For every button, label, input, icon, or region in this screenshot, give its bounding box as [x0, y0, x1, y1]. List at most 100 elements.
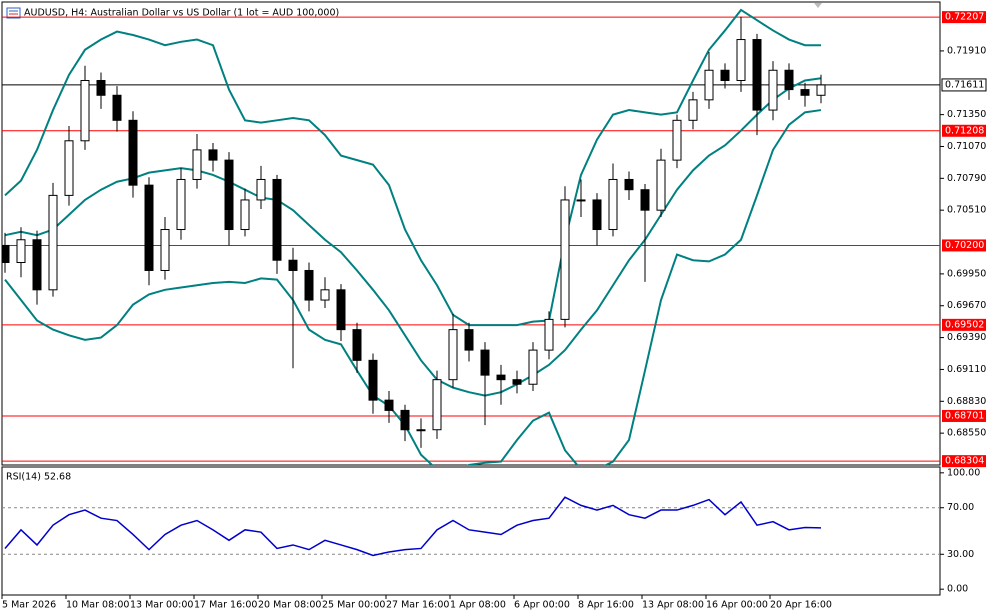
x-tick-label: 20 Mar 08:00 — [258, 600, 321, 611]
y-tick-label: 0.69390 — [947, 332, 986, 343]
candle-body — [432, 379, 442, 431]
candle-body — [640, 189, 650, 211]
candle-body — [800, 89, 810, 96]
level-label: 0.68304 — [945, 456, 984, 467]
candle-body — [656, 159, 666, 211]
candle-body — [368, 359, 378, 401]
x-tick-label: 13 Mar 00:00 — [130, 600, 193, 611]
y-tick-label: 0.69110 — [947, 364, 986, 375]
x-tick-label: 13 Apr 08:00 — [642, 600, 704, 611]
candle-body — [384, 399, 394, 411]
y-tick-label: 0.68550 — [947, 428, 986, 439]
level-label-box — [942, 455, 986, 468]
rsi-line — [4, 496, 822, 557]
y-tick-label: 100.00 — [947, 467, 980, 478]
x-tick-label: 17 Mar 16:00 — [194, 600, 257, 611]
level-label-box — [942, 11, 986, 24]
candle-body — [480, 349, 490, 376]
candle-body — [304, 269, 314, 301]
candle-body — [816, 84, 826, 96]
level-label: 0.71208 — [945, 125, 984, 136]
y-tick-label: 0.68830 — [947, 396, 986, 407]
y-tick-label: 0.69950 — [947, 268, 986, 279]
candle-body — [688, 99, 698, 121]
x-tick-label: 1 Apr 08:00 — [450, 600, 506, 611]
candle-body — [720, 69, 730, 81]
candle-body — [592, 199, 602, 231]
candle-body — [496, 374, 506, 381]
candle-body — [624, 178, 634, 191]
y-tick-label: 0.70510 — [947, 205, 986, 216]
y-tick-label: 0.00 — [947, 584, 968, 595]
bollinger-middle — [4, 77, 822, 397]
level-label-box — [942, 124, 986, 137]
x-tick-label: 6 Apr 00:00 — [514, 600, 570, 611]
candle-body — [16, 239, 26, 264]
level-label-box — [942, 239, 986, 252]
x-tick-label: 25 Mar 00:00 — [322, 600, 385, 611]
chart-title: AUDUSD, H4: Australian Dollar vs US Doll… — [24, 8, 339, 19]
candle-body — [736, 39, 746, 81]
level-label: 0.69502 — [945, 319, 984, 330]
candle-body — [272, 178, 282, 261]
y-tick-label: 30.00 — [947, 549, 974, 560]
candle-body — [416, 429, 426, 432]
rsi-panel — [1, 466, 941, 596]
rsi-plot — [2, 496, 940, 557]
level-label: 0.68701 — [945, 410, 984, 421]
candle-body — [176, 178, 186, 231]
candle-body — [256, 178, 266, 201]
candle-body — [560, 199, 570, 320]
candle-body — [32, 239, 42, 291]
candle-body — [80, 79, 90, 142]
candle-body — [192, 149, 202, 180]
rsi-title: RSI(14) 52.68 — [6, 472, 71, 483]
candle-body — [2, 244, 10, 264]
candle-body — [512, 379, 522, 385]
x-tick-label: 20 Apr 16:00 — [770, 600, 832, 611]
candle-body — [160, 229, 170, 271]
candle-body — [448, 329, 458, 381]
candle-body — [768, 69, 778, 111]
candle-body — [48, 194, 58, 291]
y-tick-label: 0.69670 — [947, 300, 986, 311]
x-tick-label: 8 Apr 16:00 — [578, 600, 634, 611]
y-tick-label: 0.71070 — [947, 141, 986, 152]
level-label: 0.70200 — [945, 240, 984, 251]
candle-body — [208, 149, 218, 161]
candle-body — [672, 119, 682, 161]
x-tick-label: 5 Mar 2026 — [2, 600, 56, 611]
candle-body — [288, 259, 298, 271]
symbol-icon — [6, 7, 21, 19]
scroll-marker — [814, 3, 822, 8]
candle-body — [64, 140, 74, 196]
y-tick-label: 0.71910 — [947, 45, 986, 56]
main-panel — [1, 1, 941, 466]
y-tick-label: 0.71350 — [947, 109, 986, 120]
bollinger-lower — [4, 109, 822, 465]
candle-body — [336, 289, 346, 331]
candle-body — [224, 159, 234, 231]
candle-body — [352, 329, 362, 361]
candle-body — [784, 69, 794, 91]
axes: 0.71910 0.71350 0.71070 0.70790 0.70510 0.699… — [1, 11, 987, 611]
candle-body — [576, 199, 586, 202]
candle-body — [96, 79, 106, 96]
y-tick-label: 70.00 — [947, 502, 974, 513]
x-tick-label: 10 Mar 08:00 — [66, 600, 129, 611]
level-label-box — [942, 318, 986, 331]
candle-body — [464, 329, 474, 351]
candle-body — [112, 94, 122, 121]
candle-body — [144, 184, 154, 271]
candle-body — [704, 69, 714, 101]
candle-body — [128, 119, 138, 186]
candle-body — [240, 199, 250, 231]
y-tick-label: 0.70790 — [947, 173, 986, 184]
candle-body — [528, 349, 538, 385]
x-tick-label: 16 Apr 00:00 — [706, 600, 768, 611]
candle-body — [400, 409, 410, 431]
candle-body — [544, 318, 554, 351]
x-tick-label: 27 Mar 16:00 — [386, 600, 449, 611]
level-label: 0.72207 — [945, 12, 984, 23]
